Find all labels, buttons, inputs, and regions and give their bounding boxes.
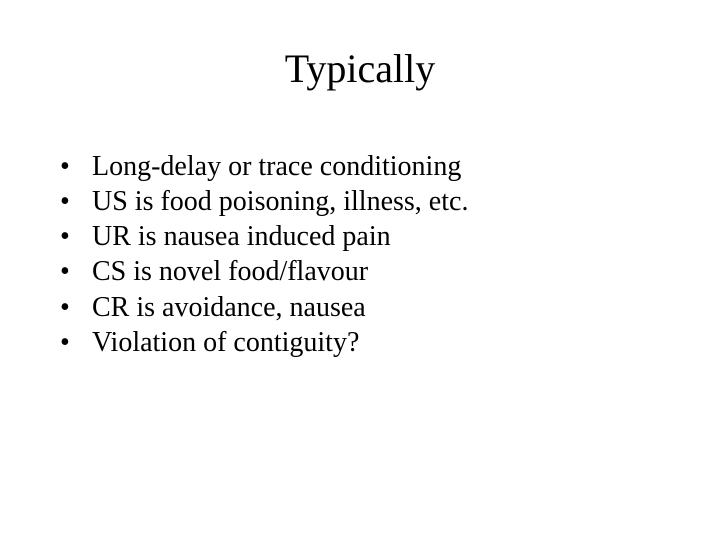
list-item: US is food poisoning, illness, etc. <box>58 185 680 219</box>
list-item: CS is novel food/flavour <box>58 255 680 289</box>
list-item: Long-delay or trace conditioning <box>58 150 680 184</box>
slide-title: Typically <box>0 45 720 92</box>
slide: Typically Long-delay or trace conditioni… <box>0 0 720 540</box>
list-item: Violation of contiguity? <box>58 326 680 360</box>
bullet-list: Long-delay or trace conditioning US is f… <box>58 150 680 360</box>
list-item: CR is avoidance, nausea <box>58 291 680 325</box>
slide-body: Long-delay or trace conditioning US is f… <box>58 150 680 361</box>
list-item: UR is nausea induced pain <box>58 220 680 254</box>
